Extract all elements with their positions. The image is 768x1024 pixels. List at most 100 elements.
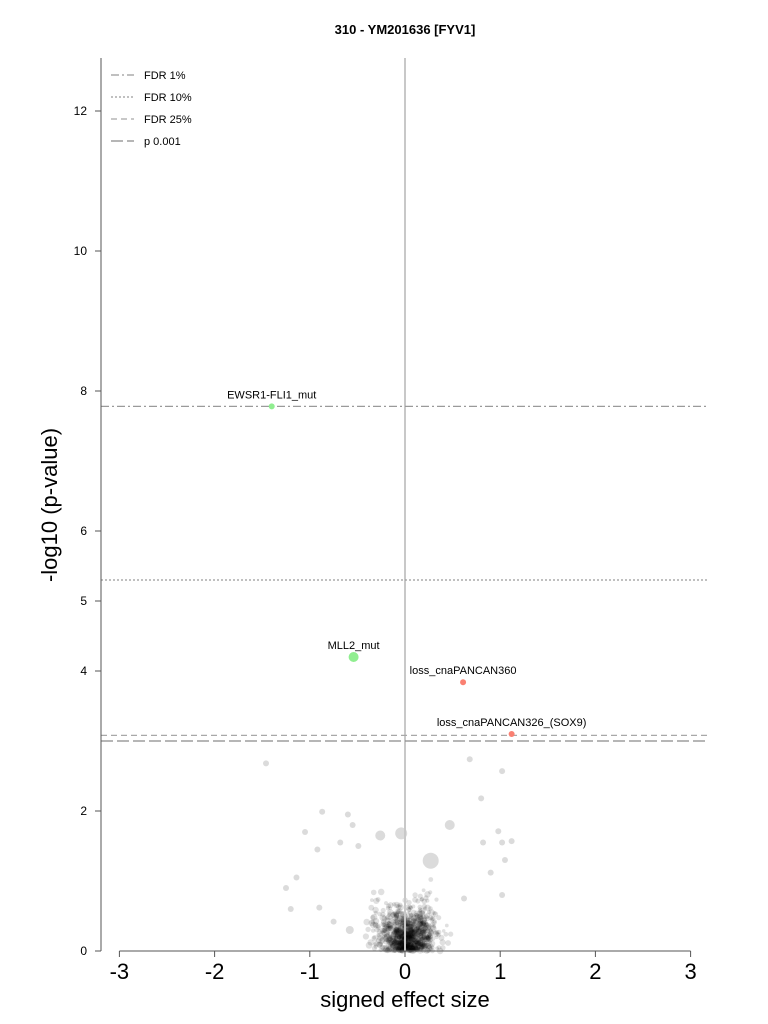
cloud-point <box>419 897 425 902</box>
cloud-point <box>417 933 424 939</box>
cloud-point <box>416 927 422 932</box>
highlighted-point <box>508 731 515 737</box>
cloud-point <box>397 946 403 952</box>
cloud-point <box>396 928 401 933</box>
cloud-point <box>368 919 375 927</box>
cloud-point <box>417 947 422 952</box>
cloud-point <box>419 936 426 943</box>
cloud-point <box>418 945 425 952</box>
cloud-point <box>420 927 427 933</box>
cloud-point <box>420 926 427 934</box>
cloud-point <box>406 940 411 945</box>
cloud-point <box>428 877 434 882</box>
x-tick-label: 0 <box>399 959 411 984</box>
cloud-point <box>401 945 405 949</box>
cloud-point <box>407 944 412 950</box>
cloud-point <box>405 924 412 930</box>
cloud-point <box>383 935 390 942</box>
cloud-point <box>398 943 404 949</box>
cloud-point <box>411 904 416 909</box>
cloud-point <box>398 933 403 938</box>
cloud-point <box>384 947 391 954</box>
cloud-point <box>394 940 401 946</box>
cloud-point <box>384 923 390 930</box>
cloud-point <box>414 942 420 948</box>
cloud-point <box>391 930 398 937</box>
cloud-point <box>393 929 398 934</box>
cloud-point <box>415 937 421 943</box>
cloud-point <box>370 919 376 925</box>
cloud-point <box>407 928 413 935</box>
cloud-point <box>381 925 388 932</box>
data-point <box>499 768 506 775</box>
cloud-point <box>405 911 411 917</box>
cloud-point <box>416 925 421 931</box>
cloud-point <box>372 935 377 940</box>
cloud-point <box>407 933 413 940</box>
cloud-point <box>408 943 413 948</box>
cloud-point <box>391 941 398 947</box>
point-label: MLL2_mut <box>328 640 380 652</box>
cloud-point <box>380 911 386 917</box>
cloud-point <box>410 946 416 951</box>
cloud-point <box>416 932 422 938</box>
cloud-point <box>441 929 446 933</box>
cloud-point <box>391 931 398 938</box>
cloud-point <box>372 922 379 929</box>
cloud-point <box>445 940 451 946</box>
cloud-point <box>419 897 424 902</box>
cloud-point <box>416 947 424 954</box>
cloud-point <box>372 921 379 928</box>
cloud-point <box>448 931 454 937</box>
cloud-point <box>411 937 417 943</box>
cloud-point <box>425 942 432 950</box>
cloud-point <box>405 938 411 943</box>
cloud-point <box>396 909 401 915</box>
cloud-point <box>407 945 414 952</box>
cloud-point <box>420 910 426 915</box>
cloud-point <box>422 923 427 928</box>
cloud-point <box>410 940 418 948</box>
cloud-point <box>408 936 415 943</box>
cloud-point <box>407 923 414 930</box>
cloud-point <box>419 944 425 950</box>
cloud-point <box>416 939 424 946</box>
cloud-point <box>363 918 371 926</box>
cloud-point <box>414 946 418 951</box>
cloud-point <box>418 918 423 923</box>
cloud-point <box>409 942 414 947</box>
cloud-point <box>386 937 393 944</box>
cloud-point <box>405 922 410 927</box>
cloud-point <box>377 935 384 942</box>
cloud-point <box>417 942 422 946</box>
background-points <box>263 756 515 941</box>
cloud-point <box>394 912 400 919</box>
cloud-point <box>425 942 431 949</box>
cloud-point <box>394 916 401 923</box>
cloud-point <box>393 946 398 951</box>
cloud-point <box>397 902 403 908</box>
cloud-point <box>411 945 418 951</box>
cloud-point <box>412 934 418 940</box>
cloud-point <box>397 938 402 942</box>
cloud-point <box>381 927 388 934</box>
cloud-point <box>392 911 398 917</box>
cloud-point <box>417 907 423 913</box>
cloud-point <box>376 941 383 948</box>
cloud-point <box>392 931 400 938</box>
cloud-point <box>387 925 393 931</box>
cloud-point <box>394 936 399 941</box>
cloud-point <box>380 927 386 934</box>
y-axis-label: -log10 (p-value) <box>37 428 62 582</box>
cloud-point <box>409 933 414 938</box>
cloud-point <box>404 943 412 950</box>
cloud-point <box>443 931 449 937</box>
cloud-point <box>421 934 427 941</box>
cloud-point <box>419 920 426 927</box>
cloud-point <box>412 935 417 940</box>
cloud-point <box>371 945 377 951</box>
cloud-point <box>394 933 401 940</box>
cloud-point <box>391 942 397 949</box>
cloud-point <box>384 930 390 936</box>
cloud-point <box>397 940 404 947</box>
